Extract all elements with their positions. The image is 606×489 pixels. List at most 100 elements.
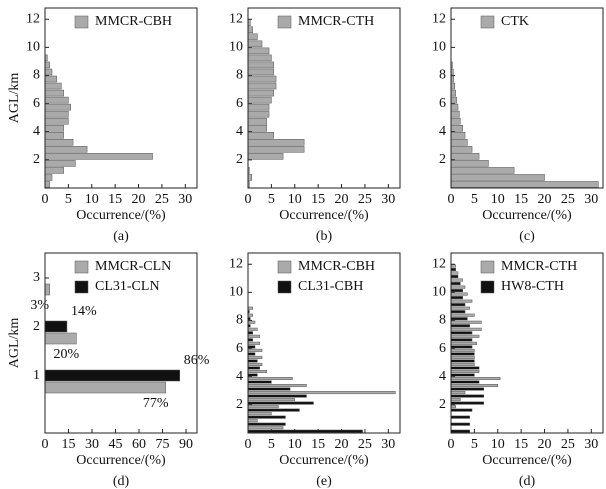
x-tick-label: 30 (381, 192, 395, 207)
y-tick-label: 4 (439, 124, 446, 139)
bar (450, 303, 466, 307)
x-tick-label: 0 (42, 437, 49, 452)
bar (450, 313, 475, 317)
bar (44, 146, 88, 153)
x-tick-label: 30 (85, 437, 99, 452)
bar (247, 359, 258, 363)
x-tick-label: 0 (245, 437, 252, 452)
bar (450, 415, 470, 419)
y-tick-label: 10 (432, 285, 446, 300)
bar (247, 132, 274, 139)
bar (247, 47, 270, 55)
y-tick-label: 6 (439, 96, 446, 111)
panel-caption: (d) (113, 474, 130, 489)
y-tick-label: 6 (236, 341, 243, 356)
y-tick-label: 2 (439, 152, 446, 167)
bar (450, 181, 599, 188)
x-tick-label: 25 (155, 192, 169, 207)
bar (450, 271, 459, 275)
plot-frame (44, 7, 198, 189)
legend-label: MMCR-CLN (95, 259, 171, 274)
x-tick-label: 10 (85, 192, 99, 207)
bar (247, 139, 305, 146)
y-tick-label: 10 (26, 40, 40, 55)
bar (450, 334, 480, 338)
bar (44, 75, 57, 83)
bar (247, 54, 272, 62)
y-tick-label: 10 (229, 40, 243, 55)
x-axis-label: Occurrence/(%) (279, 453, 369, 468)
bar (247, 153, 284, 160)
y-tick-label: 12 (229, 11, 243, 26)
bar (450, 117, 461, 125)
bar (247, 429, 363, 433)
x-tick-label: 10 (491, 437, 505, 452)
bar (247, 146, 305, 153)
bar (450, 359, 475, 363)
bar (247, 373, 258, 377)
x-tick-label: 60 (132, 437, 146, 452)
bar (450, 387, 484, 391)
x-tick-label: 5 (65, 192, 72, 207)
bar (247, 352, 256, 356)
y-tick-label: 4 (33, 124, 40, 139)
legend-swatch (480, 280, 495, 294)
x-tick-label: 20 (335, 437, 349, 452)
bar (450, 348, 475, 352)
bar (450, 327, 482, 331)
bar (247, 348, 263, 352)
bar (450, 341, 477, 345)
bar (247, 40, 263, 48)
plot-frame (44, 252, 198, 434)
bar (247, 96, 272, 104)
bar (44, 160, 76, 167)
legend-label: MMCR-CTH (501, 259, 577, 274)
y-tick-label: 12 (229, 256, 243, 271)
bar (450, 103, 459, 111)
y-tick-label: 1 (33, 368, 40, 383)
x-axis-label: Occurrence/(%) (482, 208, 572, 223)
x-tick-label: 5 (268, 437, 275, 452)
bar (247, 394, 307, 398)
bar (450, 306, 470, 310)
x-tick-label: 20 (538, 437, 552, 452)
y-tick-label: 4 (236, 369, 243, 384)
bar (247, 355, 263, 359)
value-label: 14% (71, 304, 97, 319)
y-tick-label: 8 (439, 313, 446, 328)
bar (450, 429, 470, 433)
bar (450, 380, 480, 384)
bar (450, 331, 473, 335)
y-tick-label: 6 (439, 341, 446, 356)
bar (450, 373, 475, 377)
bar (450, 317, 468, 321)
bar (44, 124, 64, 132)
bar (450, 377, 501, 381)
bar (450, 89, 456, 97)
x-tick-label: 15 (311, 437, 325, 452)
y-tick-label: 12 (432, 256, 446, 271)
plot-frame (450, 252, 604, 434)
panel-caption: (d) (519, 474, 536, 489)
y-tick-label: 8 (439, 68, 446, 83)
bar (450, 167, 515, 174)
bar (450, 362, 475, 366)
bar (450, 82, 455, 90)
legend-swatch (277, 280, 292, 294)
x-tick-label: 5 (471, 192, 478, 207)
x-tick-label: 20 (538, 192, 552, 207)
bar (247, 89, 274, 97)
bar (450, 146, 473, 153)
x-tick-label: 90 (179, 437, 193, 452)
bar (247, 408, 300, 412)
bar (247, 327, 258, 331)
bar (450, 422, 470, 426)
x-tick-label: 30 (584, 192, 598, 207)
y-tick-label: 2 (236, 397, 243, 412)
bar (44, 320, 68, 333)
bar (247, 68, 274, 76)
bar (247, 345, 256, 349)
bar (247, 75, 277, 83)
bar (247, 426, 284, 430)
